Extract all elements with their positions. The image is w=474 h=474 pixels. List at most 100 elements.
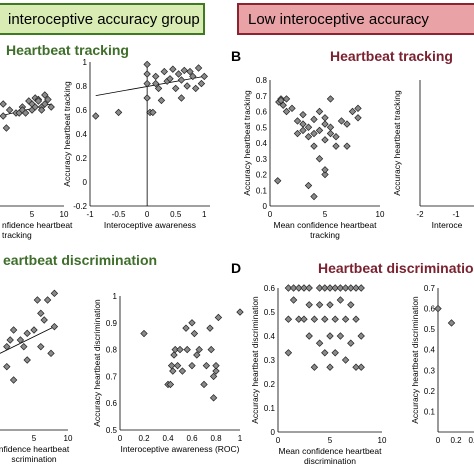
y-tick-label: 0.3 (256, 155, 268, 164)
x-tick-label: 0.2 (138, 434, 150, 443)
data-point (194, 64, 203, 72)
data-point (37, 309, 45, 318)
data-point (92, 112, 100, 120)
data-point (321, 136, 329, 144)
y-tick-label: 0.5 (256, 123, 268, 132)
data-point (166, 75, 174, 83)
data-point (169, 367, 177, 375)
data-point (20, 342, 28, 351)
data-point (352, 315, 360, 323)
data-point (157, 96, 166, 105)
data-point (169, 65, 177, 73)
x-tick-label: 10 (378, 436, 387, 445)
data-point (50, 322, 59, 331)
y-tick-label: 0.1 (424, 407, 436, 416)
y-tick-label: 0.8 (106, 346, 118, 355)
data-point (332, 142, 340, 150)
data-point (197, 79, 206, 88)
trend-line (0, 326, 55, 354)
data-point (434, 304, 442, 313)
data-point (50, 289, 59, 298)
data-point (170, 351, 178, 359)
header-box-high (0, 3, 205, 35)
section-letter-b: B (231, 48, 241, 64)
x-tick-label: 0 (276, 436, 281, 445)
y-tick-label: 0.2 (256, 171, 268, 180)
data-point (47, 349, 55, 358)
x-axis-label-line2: scrimination (11, 454, 57, 464)
section-title-b: Heartbeat tracking (330, 48, 453, 64)
data-point (0, 112, 7, 120)
data-point (37, 342, 45, 351)
y-tick-label: 0.6 (264, 284, 276, 293)
data-point (326, 284, 334, 292)
data-point (284, 284, 293, 292)
data-point (310, 142, 318, 150)
data-point (192, 84, 200, 93)
data-point (41, 91, 49, 99)
data-point (209, 394, 218, 402)
x-tick-label: 0 (436, 436, 441, 445)
data-point (354, 114, 362, 122)
data-point (299, 126, 307, 135)
data-point (160, 67, 168, 76)
data-point (284, 315, 293, 323)
data-point (347, 301, 355, 309)
data-point (321, 349, 329, 357)
header-box-low (237, 3, 474, 35)
x-tick-label: 1 (238, 434, 243, 443)
data-point (305, 301, 313, 309)
data-point (343, 142, 351, 150)
y-tick-label: 0.5 (264, 308, 276, 317)
y-tick-label: 0.4 (256, 139, 268, 148)
data-point (154, 84, 163, 93)
data-point (143, 94, 151, 102)
y-tick-label: 1 (83, 58, 88, 67)
data-point (212, 367, 220, 375)
x-tick-label: 5 (328, 436, 333, 445)
data-point (352, 284, 360, 292)
x-axis-label-line2: tracking (310, 230, 340, 240)
x-tick-label: 0.4 (468, 436, 474, 445)
data-point (200, 380, 208, 389)
data-point (321, 284, 329, 292)
data-point (37, 106, 46, 114)
y-axis-label: Accuracy heartbeat discrimination (410, 296, 420, 424)
data-point (310, 363, 319, 371)
data-point (171, 345, 179, 354)
data-point (200, 72, 208, 81)
y-tick-label: 0 (263, 202, 268, 211)
data-point (343, 120, 351, 128)
y-tick-label: 0.3 (264, 356, 276, 365)
data-point (284, 349, 293, 357)
header-text-high: interoceptive accuracy group (8, 11, 200, 28)
data-point (295, 284, 303, 292)
data-point (282, 107, 291, 116)
data-point (40, 316, 48, 324)
data-point (167, 361, 176, 370)
data-point (348, 107, 357, 116)
x-tick-label: 5 (30, 210, 35, 219)
data-point (143, 60, 151, 69)
x-axis-label: Interoceptive awareness (104, 220, 196, 230)
x-axis-label: nfidence heartbeat (0, 444, 70, 454)
x-tick-label: 1 (202, 210, 207, 219)
data-point (341, 315, 350, 323)
data-point (315, 301, 324, 309)
data-point (214, 313, 223, 322)
data-point (189, 72, 197, 81)
data-point (3, 362, 11, 371)
data-point (331, 315, 339, 323)
data-point (282, 95, 291, 103)
data-point (295, 315, 303, 323)
data-point (188, 361, 196, 370)
x-tick-label: 10 (60, 210, 69, 219)
x-tick-label: 0.2 (450, 436, 462, 445)
data-point (23, 329, 31, 338)
data-point (176, 345, 184, 354)
data-point (178, 367, 187, 375)
data-point (21, 109, 30, 117)
y-tick-label: 0.9 (106, 319, 118, 328)
